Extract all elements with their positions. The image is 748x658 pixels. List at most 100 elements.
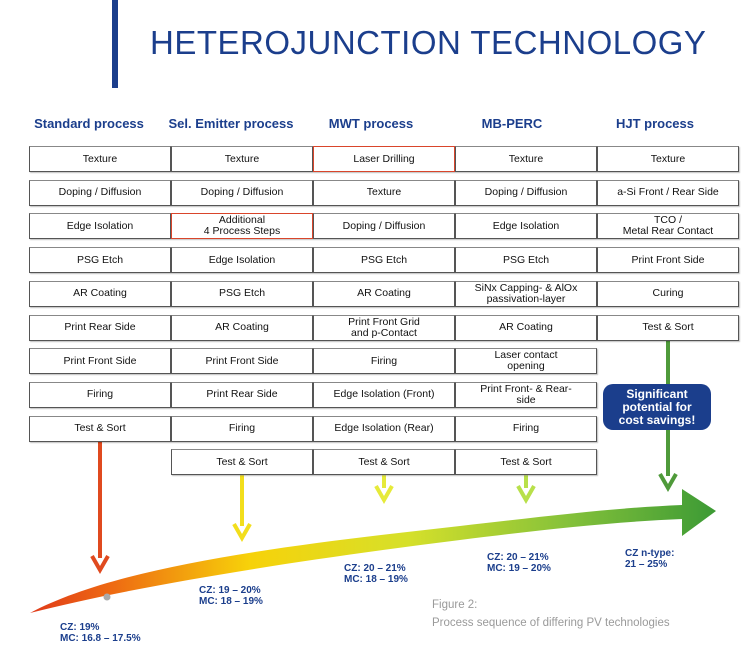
process-step-label: Firing (86, 388, 114, 401)
process-step-label: Edge Isolation (Rear) (334, 422, 434, 435)
process-step: Print Front Side (29, 348, 171, 375)
process-step: Test & Sort (29, 415, 171, 442)
process-step-label: TCO / Metal Rear Contact (622, 214, 714, 238)
process-step-label: Texture (82, 152, 118, 165)
process-step-label: Doping / Diffusion (342, 219, 426, 232)
process-step: Firing (313, 348, 455, 375)
page-title: HETEROJUNCTION TECHNOLOGY (150, 24, 707, 61)
process-step: Edge Isolation (Rear) (313, 415, 455, 442)
efficiency-result: CZ n-type: 21 – 25% (625, 548, 675, 570)
process-step-label: Edge Isolation (Front) (333, 388, 435, 401)
process-step: Doping / Diffusion (455, 179, 597, 206)
process-step-label: Texture (508, 152, 544, 165)
column-header: MB-PERC (481, 116, 543, 131)
process-step-label: Curing (652, 287, 684, 300)
process-step-label: PSG Etch (218, 287, 266, 300)
process-step: SiNx Capping- & AlOx passivation-layer (455, 280, 597, 307)
process-flow-arrowhead (374, 485, 394, 505)
efficiency-result: CZ: 20 – 21% MC: 18 – 19% (344, 563, 408, 585)
process-step: Firing (29, 381, 171, 408)
process-step-label: Texture (366, 186, 402, 199)
trend-arrow (30, 489, 716, 613)
cost-savings-callout: Significant potential for cost savings! (603, 384, 711, 430)
process-step-label: AR Coating (499, 321, 553, 333)
process-step: Additional 4 Process Steps (171, 213, 313, 240)
process-step: Texture (455, 146, 597, 172)
process-step: TCO / Metal Rear Contact (597, 213, 739, 240)
process-step-label: Test & Sort (358, 455, 410, 468)
process-step-label: Test & Sort (642, 321, 694, 333)
process-step-label: Print Front Grid and p-Contact (348, 315, 420, 339)
process-step: Edge Isolation (455, 213, 597, 240)
efficiency-result: CZ: 20 – 21% MC: 19 – 20% (487, 552, 551, 574)
process-step: Firing (455, 415, 597, 442)
process-step: Doping / Diffusion (313, 213, 455, 240)
caption-description: Process sequence of differing PV technol… (432, 617, 670, 629)
process-step-label: Texture (650, 152, 686, 165)
process-step-label: Print Front Side (63, 354, 137, 367)
process-step: Print Front Grid and p-Contact (313, 314, 455, 341)
process-step-label: Firing (512, 422, 540, 435)
title-accent-bar (112, 0, 118, 88)
process-step: Test & Sort (597, 314, 739, 341)
process-step-label: Additional 4 Process Steps (203, 214, 281, 238)
process-step-label: Edge Isolation (492, 219, 560, 232)
process-step: Texture (597, 146, 739, 172)
process-step-label: AR Coating (73, 287, 127, 300)
column-header: Standard process (34, 116, 144, 131)
process-flow-arrowhead (516, 485, 536, 505)
process-step-label: SiNx Capping- & AlOx passivation-layer (474, 281, 578, 305)
process-step: Texture (171, 146, 313, 172)
process-step: PSG Etch (171, 280, 313, 307)
process-step-label: Firing (228, 422, 256, 435)
process-step-label: Doping / Diffusion (58, 186, 142, 199)
efficiency-result: CZ: 19% MC: 16.8 – 17.5% (60, 622, 141, 644)
process-step: Doping / Diffusion (171, 179, 313, 206)
process-step-label: AR Coating (357, 287, 411, 300)
process-step-label: Test & Sort (500, 455, 552, 468)
process-flow-arrowhead (90, 555, 110, 575)
process-step: Print Front Side (597, 247, 739, 274)
process-step: Firing (171, 415, 313, 442)
process-step: Print Front Side (171, 348, 313, 375)
process-step-label: Print Rear Side (64, 321, 136, 333)
process-step: Texture (29, 146, 171, 172)
standard-marker-dot (103, 593, 111, 601)
process-step: Edge Isolation (171, 247, 313, 274)
process-step: Doping / Diffusion (29, 179, 171, 206)
process-step: Test & Sort (313, 449, 455, 476)
process-step-label: PSG Etch (502, 253, 550, 266)
efficiency-result: CZ: 19 – 20% MC: 18 – 19% (199, 585, 263, 607)
process-flow-arrowhead (232, 523, 252, 543)
process-step: Laser Drilling (313, 146, 455, 172)
process-step-label: Print Front- & Rear- side (480, 382, 572, 406)
process-step-label: Test & Sort (216, 455, 268, 468)
process-step-label: Test & Sort (74, 422, 126, 435)
process-step-label: Laser Drilling (353, 152, 415, 165)
process-step: Texture (313, 179, 455, 206)
column-header: HJT process (615, 116, 695, 131)
process-step: AR Coating (29, 280, 171, 307)
process-step-label: a-Si Front / Rear Side (617, 186, 719, 199)
process-step: Laser contact opening (455, 348, 597, 375)
process-step: Test & Sort (455, 449, 597, 476)
process-step-label: Doping / Diffusion (484, 186, 568, 199)
process-step-label: AR Coating (215, 321, 269, 333)
process-step: Test & Sort (171, 449, 313, 476)
process-step: AR Coating (313, 280, 455, 307)
process-step-label: Edge Isolation (66, 219, 134, 232)
process-step-label: Edge Isolation (208, 253, 276, 266)
process-step-label: Print Front Side (205, 354, 279, 367)
process-flow-arrowhead (658, 473, 678, 493)
column-header: MWT process (328, 116, 414, 131)
process-step-label: Print Front Side (631, 253, 705, 266)
process-step: Edge Isolation (29, 213, 171, 240)
process-step: Print Rear Side (171, 381, 313, 408)
column-header: Sel. Emitter process (168, 116, 294, 131)
process-step: AR Coating (455, 314, 597, 341)
process-step-label: PSG Etch (360, 253, 408, 266)
process-step-label: Laser contact opening (494, 349, 558, 373)
process-step-label: Texture (224, 152, 260, 165)
process-step: a-Si Front / Rear Side (597, 179, 739, 206)
